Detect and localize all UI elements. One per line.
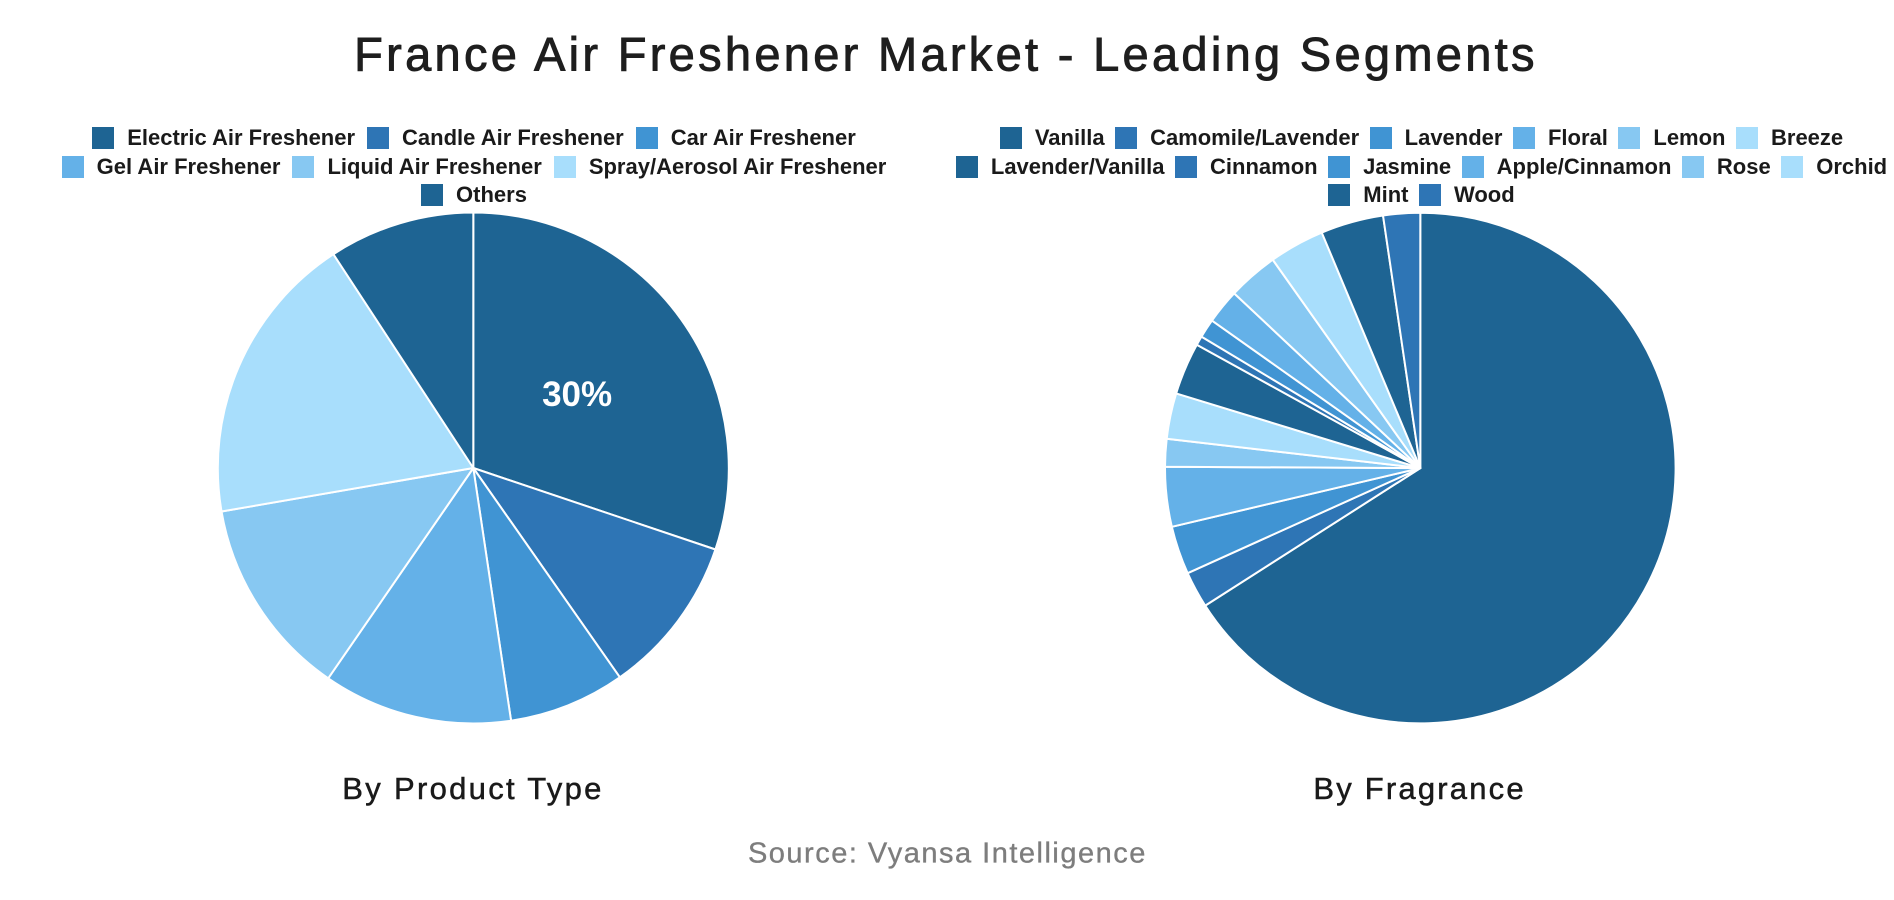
- svg-text:France Air Freshener Market -: France Air Freshener Market - Leading Se…: [354, 27, 1538, 80]
- svg-text:Source: Vyansa Intelligence: Source: Vyansa Intelligence: [748, 838, 1147, 870]
- svg-text:By Product Type: By Product Type: [342, 771, 603, 806]
- svg-text:30%: 30%: [542, 375, 612, 414]
- svg-text:By Fragrance: By Fragrance: [1313, 771, 1525, 806]
